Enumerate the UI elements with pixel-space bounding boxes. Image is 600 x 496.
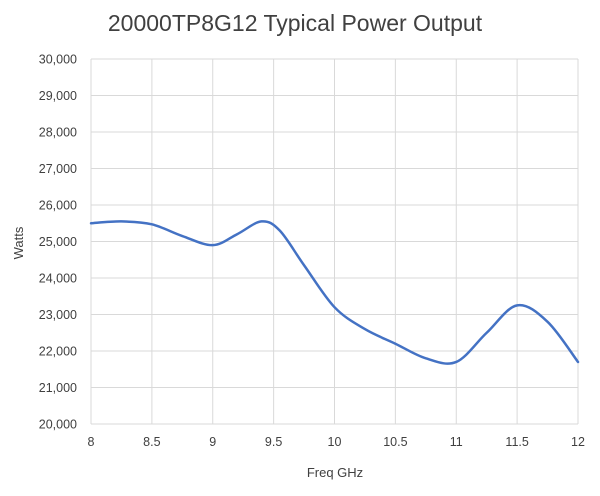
chart-title: 20000TP8G12 Typical Power Output bbox=[108, 10, 483, 36]
x-tick-label: 10 bbox=[328, 435, 342, 449]
x-tick-label: 8 bbox=[88, 435, 95, 449]
x-tick-label: 8.5 bbox=[143, 435, 160, 449]
y-tick-label: 21,000 bbox=[39, 381, 77, 395]
x-tick-label: 12 bbox=[571, 435, 585, 449]
y-tick-label: 30,000 bbox=[39, 53, 77, 67]
power-output-line bbox=[89, 220, 580, 365]
gridlines bbox=[90, 58, 579, 425]
x-axis-label: Freq GHz bbox=[307, 465, 363, 480]
y-tick-label: 26,000 bbox=[39, 199, 77, 213]
y-tick-label: 24,000 bbox=[39, 272, 77, 286]
y-tick-label: 20,000 bbox=[39, 418, 77, 432]
y-tick-label: 27,000 bbox=[39, 162, 77, 176]
series-layer bbox=[89, 220, 580, 365]
x-tick-label: 10.5 bbox=[383, 435, 407, 449]
y-tick-label: 22,000 bbox=[39, 345, 77, 359]
x-tick-label: 9 bbox=[209, 435, 216, 449]
x-tick-label: 11.5 bbox=[505, 435, 528, 449]
x-tick-label: 9.5 bbox=[265, 435, 282, 449]
y-axis-label: Watts bbox=[11, 226, 26, 259]
x-tick-label: 11 bbox=[450, 435, 463, 449]
x-axis-ticks: 8 8.5 9 9.5 10 10.5 11 11.5 12 bbox=[88, 435, 585, 449]
y-axis-ticks: 20,000 21,000 22,000 23,000 24,000 25,000 26,0… bbox=[39, 53, 77, 432]
y-tick-label: 25,000 bbox=[39, 235, 77, 249]
y-tick-label: 23,000 bbox=[39, 308, 77, 322]
y-tick-label: 29,000 bbox=[39, 89, 77, 103]
y-tick-label: 28,000 bbox=[39, 126, 77, 140]
